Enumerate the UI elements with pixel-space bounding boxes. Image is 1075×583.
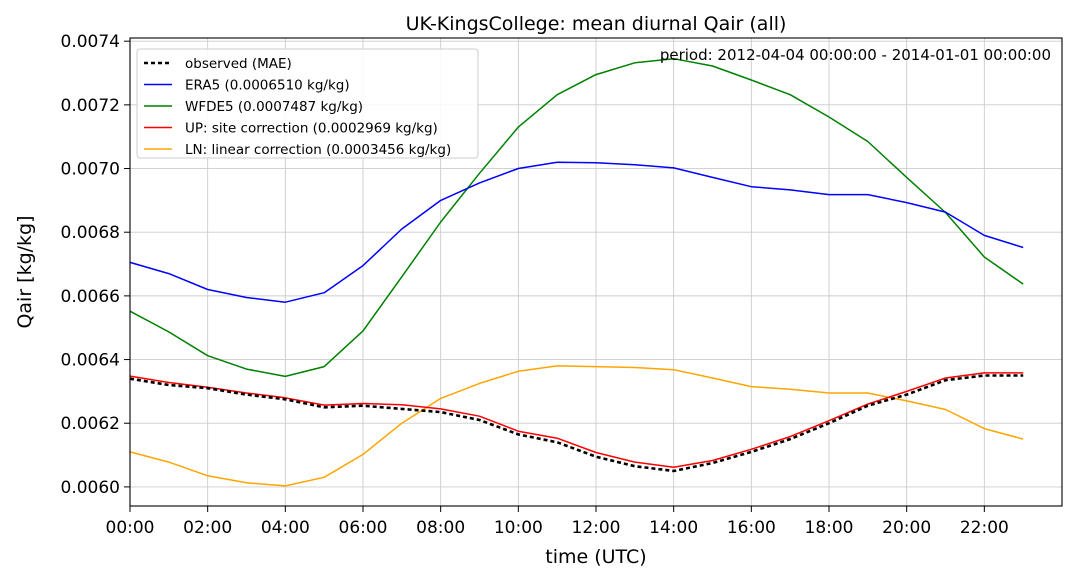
legend-label: LN: linear correction (0.0003456 kg/kg) xyxy=(185,142,451,158)
chart-title: UK-KingsCollege: mean diurnal Qair (all) xyxy=(406,13,787,35)
y-axis-label: Qair [kg/kg] xyxy=(14,215,36,328)
series-line xyxy=(129,161,1024,303)
x-tick-label: 22:00 xyxy=(960,518,1009,538)
series-line xyxy=(129,57,1024,378)
legend-label: UP: site correction (0.0002969 kg/kg) xyxy=(185,121,438,137)
y-tick-label: 0.0064 xyxy=(61,351,120,371)
legend: observed (MAE) ERA5 (0.0006510 kg/kg) WFDE… xyxy=(136,48,479,159)
x-tick-label: 20:00 xyxy=(882,518,931,538)
x-tick-label: 16:00 xyxy=(727,518,776,538)
y-axis: 0.0060 0.0062 0.0064 0.0066 0.0068 0.0070 0.00… xyxy=(61,32,130,498)
x-tick-label: 02:00 xyxy=(183,518,232,538)
x-axis: 00:00 02:00 04:00 06:00 08:00 10:00 12:00 14:00… xyxy=(106,506,1009,538)
grid xyxy=(129,38,1062,506)
period-annotation: period: 2012-04-04 00:00:00 - 2014-01-01… xyxy=(660,46,1051,64)
legend-label: ERA5 (0.0006510 kg/kg) xyxy=(185,78,350,94)
y-tick-label: 0.0070 xyxy=(61,160,120,180)
series-lines xyxy=(129,57,1024,487)
legend-label: observed (MAE) xyxy=(185,56,292,72)
series-line xyxy=(129,365,1024,487)
series-line xyxy=(129,374,1024,473)
y-tick-label: 0.0066 xyxy=(61,287,120,307)
x-tick-label: 04:00 xyxy=(261,518,310,538)
x-tick-label: 00:00 xyxy=(106,518,155,538)
series-line xyxy=(129,372,1024,468)
legend-label: WFDE5 (0.0007487 kg/kg) xyxy=(185,99,363,115)
legend-box xyxy=(136,48,479,159)
y-tick-label: 0.0074 xyxy=(61,32,120,52)
y-tick-label: 0.0062 xyxy=(61,414,120,434)
x-tick-label: 08:00 xyxy=(416,518,465,538)
y-tick-label: 0.0068 xyxy=(61,223,120,243)
y-tick-label: 0.0072 xyxy=(61,96,120,116)
x-tick-label: 10:00 xyxy=(494,518,543,538)
x-tick-label: 12:00 xyxy=(572,518,621,538)
x-tick-label: 14:00 xyxy=(649,518,698,538)
x-axis-label: time (UTC) xyxy=(545,546,646,568)
y-tick-label: 0.0060 xyxy=(61,478,120,498)
x-tick-label: 06:00 xyxy=(339,518,388,538)
x-tick-label: 18:00 xyxy=(805,518,854,538)
